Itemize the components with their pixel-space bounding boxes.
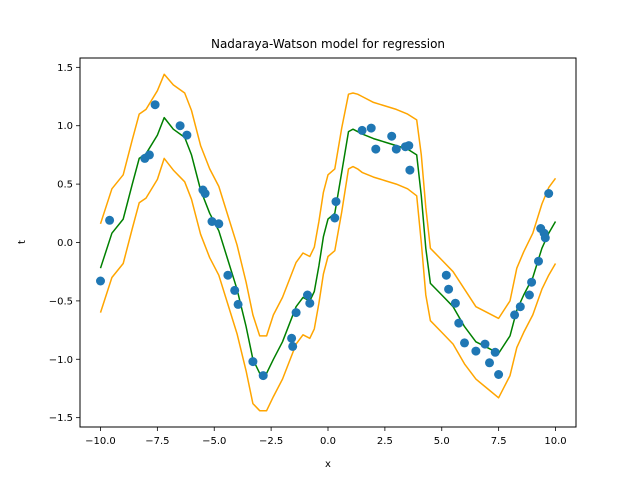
- data-point: [105, 215, 115, 225]
- x-tick-label: −5.0: [202, 436, 226, 447]
- x-tick-label: −10.0: [85, 436, 116, 447]
- data-point: [510, 310, 520, 320]
- data-point: [144, 150, 154, 160]
- y-tick-label: −1.0: [49, 355, 73, 366]
- x-axis: −10.0 −7.5 −5.0 −2.5 0.0 2.5 5.0 7.5 10.0: [85, 427, 567, 447]
- data-point: [450, 298, 460, 308]
- data-point: [287, 333, 297, 343]
- data-point: [405, 165, 415, 175]
- upper-band-line: [99, 73, 557, 337]
- lower-band-line: [99, 157, 557, 412]
- mean-line: [99, 116, 557, 375]
- data-point: [444, 284, 454, 294]
- data-point: [200, 189, 210, 198]
- data-point: [303, 290, 312, 300]
- data-point: [527, 277, 537, 287]
- y-tick-label: −0.5: [49, 296, 73, 307]
- y-tick-label: 1.5: [57, 63, 73, 74]
- data-point: [150, 100, 160, 110]
- data-point: [248, 357, 258, 367]
- data-point: [404, 141, 414, 151]
- data-point: [233, 299, 243, 309]
- x-tick-label: −2.5: [259, 436, 283, 447]
- data-point: [494, 370, 504, 379]
- plot-area: [96, 73, 557, 412]
- data-point: [544, 189, 554, 198]
- x-tick-label: −7.5: [145, 436, 169, 447]
- data-point: [305, 298, 315, 308]
- y-tick-label: 1.0: [57, 121, 73, 132]
- x-tick-label: 7.5: [491, 436, 507, 447]
- chart-title: Nadaraya-Watson model for regression: [211, 37, 445, 51]
- data-point: [96, 276, 105, 286]
- data-point: [534, 256, 543, 266]
- y-tick-label: 0.5: [57, 180, 73, 191]
- data-point: [371, 144, 381, 154]
- data-point: [460, 338, 469, 348]
- data-point: [490, 347, 500, 357]
- data-point: [214, 219, 224, 229]
- y-tick-label: −1.5: [49, 413, 73, 424]
- data-point: [223, 270, 233, 280]
- data-point: [515, 302, 525, 312]
- y-axis-label: t: [17, 240, 28, 244]
- data-point: [540, 233, 550, 243]
- data-point: [357, 125, 367, 135]
- y-tick-label: 0.0: [57, 238, 73, 249]
- data-point: [330, 213, 340, 223]
- data-point: [230, 285, 240, 295]
- data-point: [480, 339, 490, 349]
- data-point: [366, 123, 376, 133]
- y-axis: −1.5 −1.0 −0.5 0.0 0.5 1.0 1.5: [49, 63, 80, 424]
- data-point: [485, 358, 494, 368]
- data-point: [182, 130, 192, 140]
- data-point: [258, 371, 268, 381]
- data-point: [288, 341, 298, 351]
- x-tick-label: 5.0: [434, 436, 450, 447]
- data-point: [454, 318, 464, 328]
- data-point: [391, 144, 401, 154]
- x-tick-label: 2.5: [377, 436, 393, 447]
- x-tick-label: 10.0: [544, 436, 566, 447]
- data-point: [387, 131, 397, 141]
- data-point: [524, 290, 534, 300]
- data-point: [471, 346, 481, 356]
- x-axis-label: x: [325, 459, 331, 470]
- data-point: [331, 197, 341, 207]
- data-point: [175, 121, 185, 131]
- data-point: [207, 217, 217, 226]
- x-tick-label: 0.0: [320, 436, 336, 447]
- data-point: [441, 270, 451, 280]
- data-point: [291, 308, 301, 318]
